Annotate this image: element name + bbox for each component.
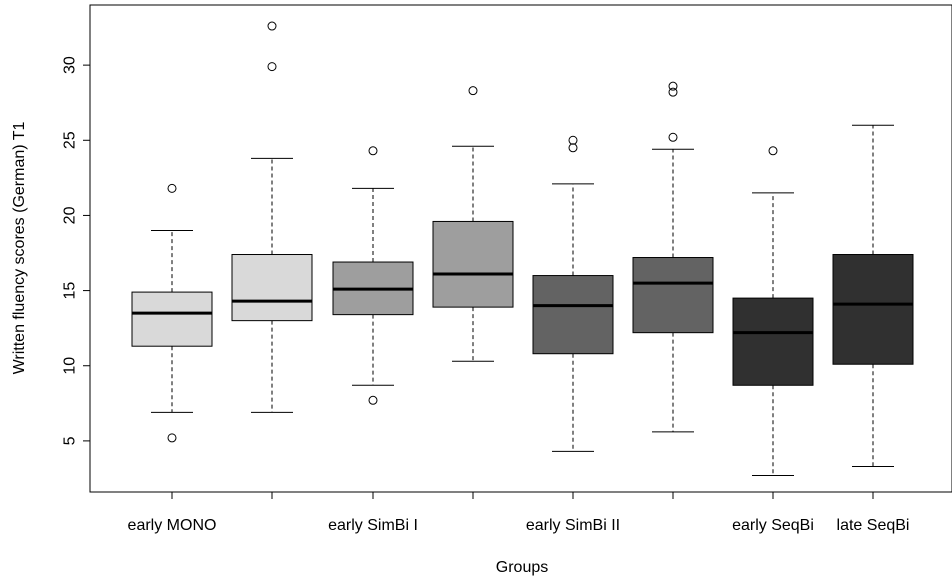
outlier-point bbox=[167, 433, 177, 443]
y-axis: 5 10 15 20 25 30 bbox=[62, 56, 91, 445]
outlier-point bbox=[267, 62, 277, 72]
outlier-point bbox=[468, 86, 478, 96]
box-body bbox=[632, 257, 714, 334]
outlier-point bbox=[368, 146, 378, 156]
outlier-point bbox=[368, 395, 378, 405]
box-body bbox=[131, 291, 213, 347]
y-tick-label: 15 bbox=[62, 282, 79, 300]
outlier-point bbox=[668, 81, 678, 91]
outlier-point bbox=[167, 183, 177, 193]
box-body bbox=[231, 254, 313, 322]
box-body bbox=[832, 254, 914, 365]
y-tick-label: 20 bbox=[62, 206, 79, 224]
x-tick-label: early MONO bbox=[128, 517, 217, 534]
box-8 bbox=[832, 124, 914, 467]
plot-frame bbox=[89, 4, 952, 493]
x-tick-label: late SeqBi bbox=[837, 517, 910, 534]
outlier-point bbox=[668, 132, 678, 142]
x-tick-label: early SeqBi bbox=[732, 517, 814, 534]
box-body bbox=[432, 220, 514, 308]
box-group bbox=[131, 21, 914, 476]
y-tick-label: 25 bbox=[62, 131, 79, 149]
box-7 bbox=[732, 146, 814, 476]
box-body bbox=[732, 297, 814, 386]
outlier-point bbox=[768, 146, 778, 156]
box-4 bbox=[432, 86, 514, 362]
box-1 bbox=[131, 183, 213, 443]
box-2 bbox=[231, 21, 313, 413]
outlier-point bbox=[668, 87, 678, 97]
y-tick-label: 30 bbox=[62, 56, 79, 74]
box-3 bbox=[332, 146, 414, 405]
y-tick-label: 10 bbox=[62, 357, 79, 375]
y-tick-label: 5 bbox=[62, 436, 79, 445]
y-axis-title: Written fluency scores (German) T1 bbox=[11, 121, 28, 374]
outlier-point bbox=[267, 21, 277, 31]
x-axis: early MONO early SimBi I early SimBi II ear… bbox=[128, 492, 910, 534]
x-tick-label: early SimBi I bbox=[328, 517, 418, 534]
x-axis-title: Groups bbox=[496, 559, 548, 576]
box-5 bbox=[532, 135, 614, 452]
box-body bbox=[532, 275, 614, 355]
outlier-point bbox=[568, 143, 578, 153]
box-6 bbox=[632, 81, 714, 433]
outlier-point bbox=[568, 135, 578, 145]
x-tick-label: early SimBi II bbox=[526, 517, 620, 534]
